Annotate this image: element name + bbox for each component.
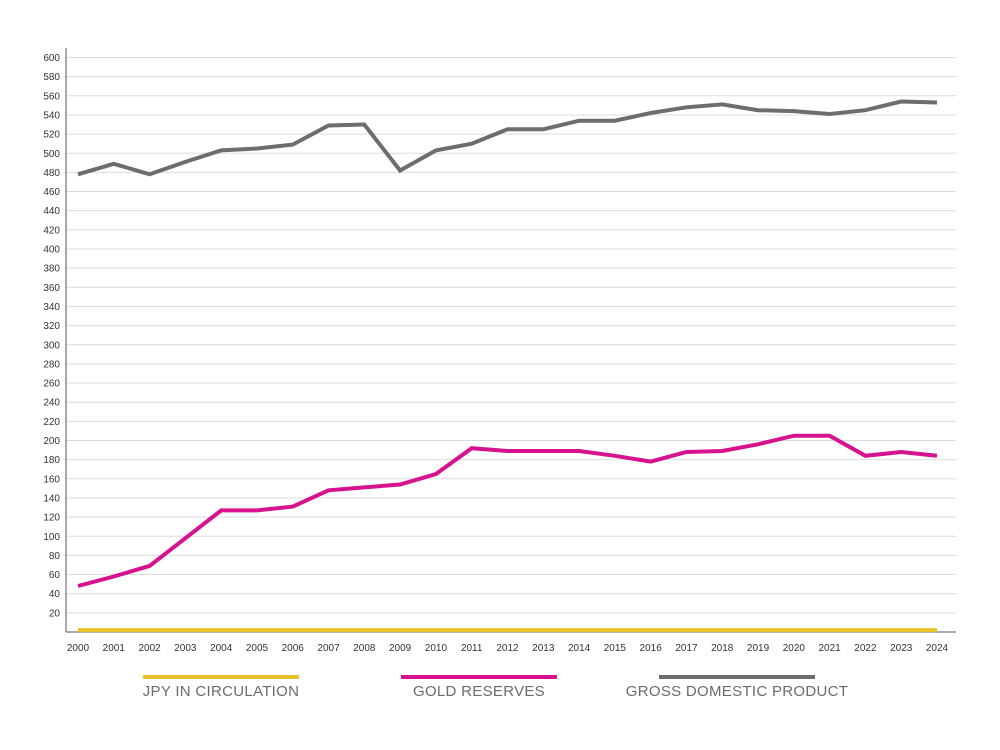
x-tick-label: 2001 [103, 643, 126, 654]
y-tick-label: 360 [43, 283, 60, 294]
x-tick-label: 2003 [174, 643, 197, 654]
x-tick-label: 2024 [926, 643, 949, 654]
legend-label: GROSS DOMESTIC PRODUCT [626, 683, 848, 700]
x-tick-label: 2000 [67, 643, 90, 654]
legend-label: JPY IN CIRCULATION [143, 683, 300, 700]
x-tick-label: 2011 [461, 643, 483, 654]
y-tick-label: 600 [43, 53, 60, 64]
y-tick-label: 40 [49, 589, 61, 600]
y-tick-label: 400 [43, 245, 60, 256]
y-tick-label: 500 [43, 149, 60, 160]
x-tick-label: 2008 [353, 643, 376, 654]
y-tick-label: 580 [43, 72, 60, 83]
x-tick-label: 2013 [532, 643, 555, 654]
y-tick-label: 100 [43, 532, 60, 543]
y-tick-label: 60 [49, 570, 61, 581]
x-tick-label: 2016 [640, 643, 663, 654]
x-tick-label: 2002 [138, 643, 161, 654]
y-tick-label: 520 [43, 130, 60, 141]
y-tick-label: 160 [43, 474, 60, 485]
y-tick-label: 260 [43, 379, 60, 390]
series-line-gold-reserves [77, 433, 938, 588]
x-tick-label: 2022 [854, 643, 877, 654]
y-tick-labels: 20 40 60 80 100 120 140 160 180 200 220 240 260 280 30… [43, 53, 60, 619]
y-tick-label: 240 [43, 398, 60, 409]
legend-label: GOLD RESERVES [413, 683, 545, 700]
x-tick-labels: 2000 2001 2002 2003 2004 2005 2006 2007 2008 2009… [67, 643, 949, 654]
y-tick-label: 140 [43, 493, 60, 504]
y-tick-label: 80 [49, 551, 61, 562]
x-tick-label: 2014 [568, 643, 591, 654]
series-lines [77, 99, 938, 633]
y-tick-label: 420 [43, 225, 60, 236]
x-tick-label: 2010 [425, 643, 448, 654]
x-tick-label: 2020 [783, 643, 806, 654]
y-tick-label: 440 [43, 206, 60, 217]
y-tick-label: 20 [49, 608, 61, 619]
x-tick-label: 2015 [604, 643, 627, 654]
x-tick-label: 2018 [711, 643, 734, 654]
y-tick-label: 340 [43, 302, 60, 313]
series-line-gross-domestic-product [77, 99, 938, 177]
x-tick-label: 2012 [496, 643, 519, 654]
x-tick-label: 2019 [747, 643, 770, 654]
x-tick-label: 2007 [317, 643, 340, 654]
y-tick-label: 540 [43, 110, 60, 121]
y-tick-label: 280 [43, 359, 60, 370]
y-tick-label: 200 [43, 436, 60, 447]
y-tick-label: 120 [43, 513, 60, 524]
y-tick-label: 180 [43, 455, 60, 466]
y-tick-label: 460 [43, 187, 60, 198]
x-tick-label: 2009 [389, 643, 412, 654]
x-tick-label: 2004 [210, 643, 233, 654]
legend: JPY IN CIRCULATION GOLD RESERVES GROSS DOM… [143, 675, 848, 700]
x-tick-label: 2005 [246, 643, 269, 654]
y-tick-label: 220 [43, 417, 60, 428]
x-tick-label: 2023 [890, 643, 913, 654]
y-tick-label: 300 [43, 340, 60, 351]
x-tick-label: 2017 [675, 643, 698, 654]
y-tick-label: 320 [43, 321, 60, 332]
y-tick-label: 480 [43, 168, 60, 179]
y-tick-label: 560 [43, 91, 60, 102]
axes [65, 48, 956, 633]
x-tick-label: 2006 [282, 643, 305, 654]
y-tick-label: 380 [43, 264, 60, 275]
x-tick-label: 2021 [819, 643, 842, 654]
